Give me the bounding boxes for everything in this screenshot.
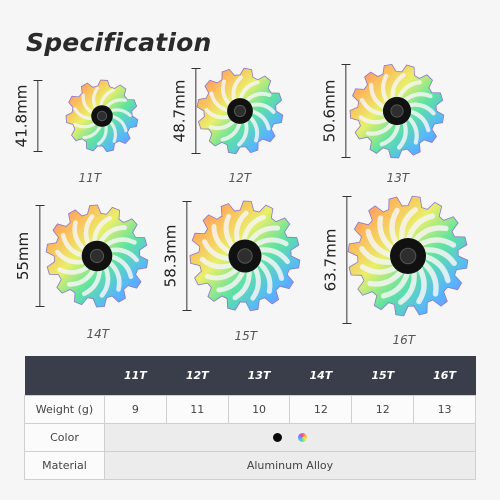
weight-15t: 12 bbox=[351, 394, 415, 424]
weight-13t: 10 bbox=[227, 394, 291, 424]
color-row: Color bbox=[24, 422, 476, 452]
diameter-label-15t: 58.3mm bbox=[160, 224, 179, 288]
dimension-bar-13t bbox=[340, 64, 352, 158]
table-header-row: 11T 12T 13T 14T 15T 16T bbox=[24, 356, 476, 395]
diameter-label-16t: 63.7mm bbox=[320, 228, 339, 292]
weight-11t: 9 bbox=[104, 394, 167, 424]
black-swatch-icon bbox=[273, 433, 282, 442]
teeth-label-14t: 14T bbox=[86, 327, 110, 341]
weight-row: Weight (g) 9 11 10 12 12 13 bbox=[24, 394, 476, 424]
weight-14t: 12 bbox=[289, 394, 353, 424]
dimension-bar-12t bbox=[190, 68, 202, 154]
teeth-label-11t: 11T bbox=[78, 171, 102, 185]
header-cell-14t: 14T bbox=[289, 356, 352, 395]
dimension-bar-15t bbox=[181, 201, 193, 311]
teeth-label-12t: 12T bbox=[228, 171, 252, 185]
weight-16t: 13 bbox=[413, 394, 476, 424]
diameter-label-14t: 55mm bbox=[14, 231, 33, 281]
dimension-bar-11t bbox=[32, 80, 44, 152]
header-cell-16t: 16T bbox=[413, 356, 476, 395]
teeth-label-13t: 13T bbox=[386, 171, 410, 185]
pulley-12t-icon bbox=[196, 67, 284, 155]
header-cell-11t: 11T bbox=[104, 356, 167, 395]
diameter-label-12t: 48.7mm bbox=[169, 79, 188, 143]
dimension-bar-14t bbox=[34, 205, 46, 307]
header-cell-empty bbox=[24, 356, 105, 395]
color-label: Color bbox=[24, 422, 105, 452]
diameter-label-13t: 50.6mm bbox=[319, 79, 338, 143]
material-value: Aluminum Alloy bbox=[104, 450, 476, 480]
teeth-label-15t: 15T bbox=[234, 329, 258, 343]
header-cell-13t: 13T bbox=[228, 356, 290, 395]
color-options bbox=[104, 422, 476, 452]
pulley-16t-icon bbox=[347, 195, 469, 317]
pulley-13t-icon bbox=[349, 63, 445, 159]
header-cell-15t: 15T bbox=[351, 356, 414, 395]
pulley-15t-icon bbox=[189, 200, 301, 312]
material-label: Material bbox=[24, 450, 105, 480]
spec-table: 11T 12T 13T 14T 15T 16T Weight (g) 9 11 … bbox=[24, 356, 476, 480]
diameter-label-11t: 41.8mm bbox=[11, 84, 30, 148]
weight-label: Weight (g) bbox=[24, 394, 105, 424]
teeth-label-16t: 16T bbox=[392, 333, 416, 347]
rainbow-swatch-icon bbox=[298, 433, 307, 442]
pulley-14t-icon bbox=[45, 204, 149, 308]
page-title: Specification bbox=[26, 28, 212, 57]
dimension-bar-16t bbox=[341, 196, 353, 324]
material-row: Material Aluminum Alloy bbox=[24, 450, 476, 480]
header-cell-12t: 12T bbox=[166, 356, 229, 395]
pulley-11t-icon bbox=[65, 79, 139, 153]
weight-12t: 11 bbox=[165, 394, 229, 424]
